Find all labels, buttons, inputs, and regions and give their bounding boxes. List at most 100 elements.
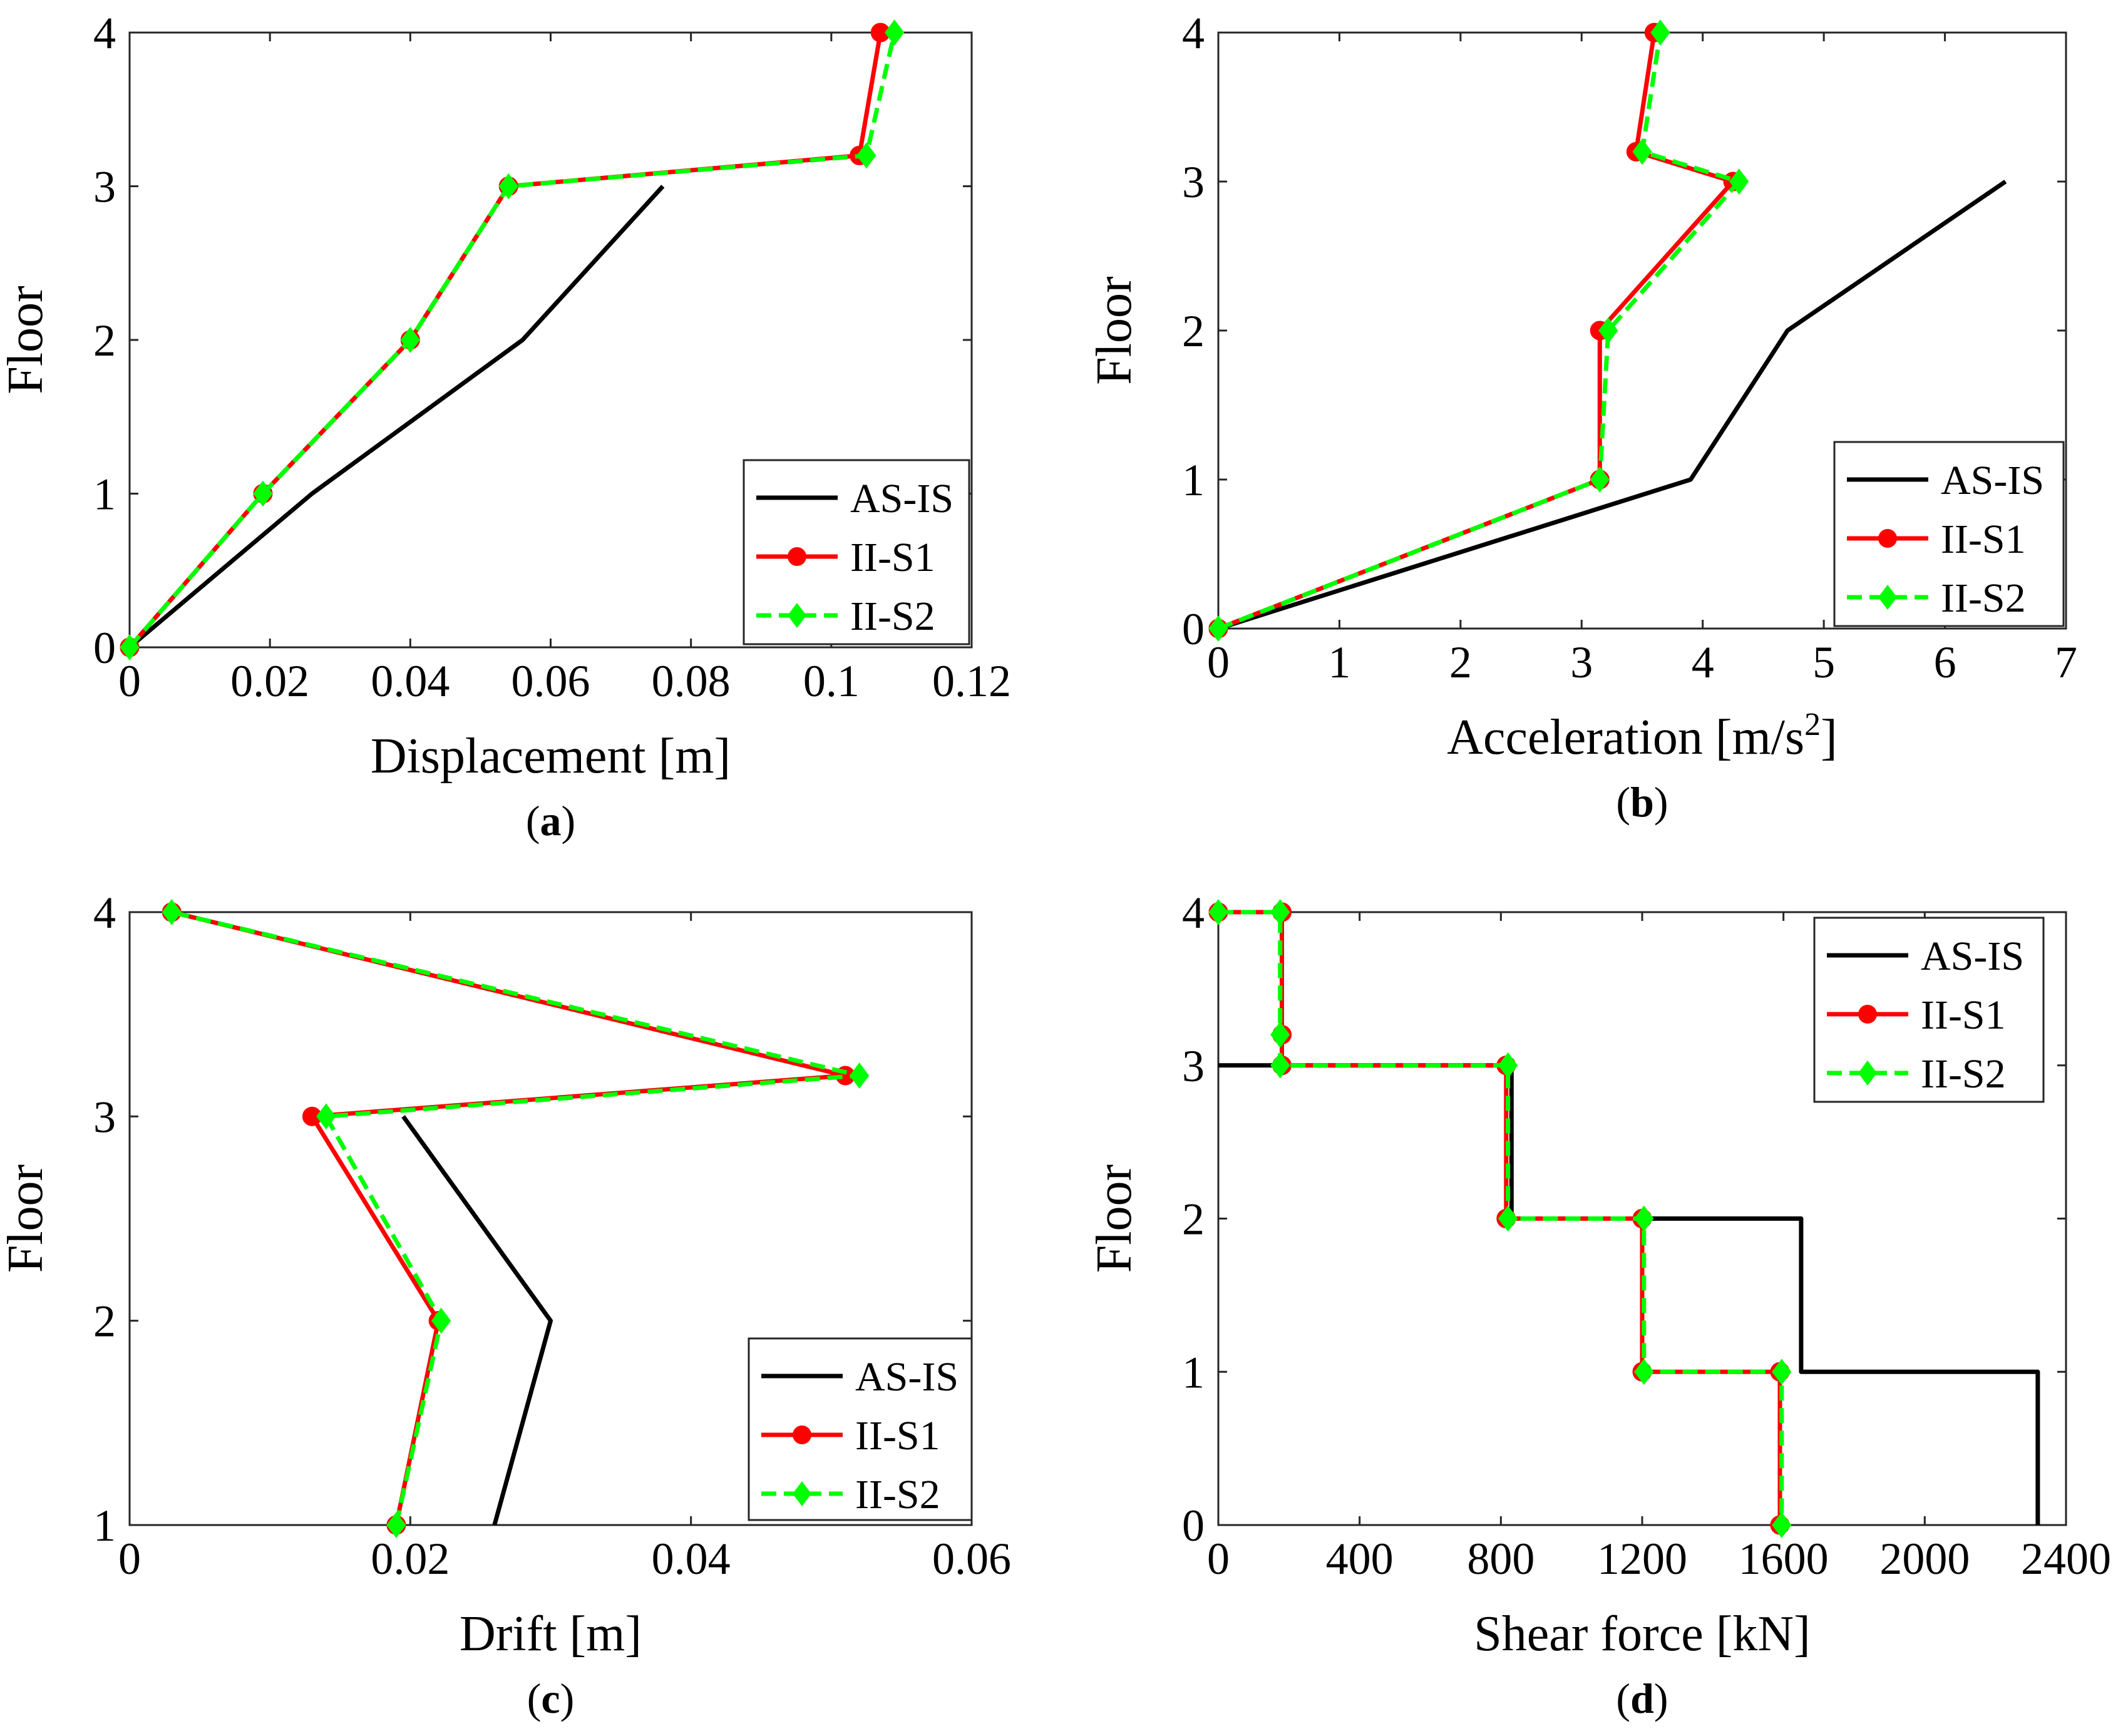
- panel-label: (d): [1616, 1675, 1668, 1722]
- y-tick-label: 1: [1182, 1347, 1205, 1397]
- legend-label: II-S1: [855, 1413, 940, 1459]
- legend-label: II-S1: [1921, 992, 2006, 1038]
- data-point: [1498, 1052, 1518, 1079]
- data-point: [1729, 168, 1749, 195]
- x-tick-label: 400: [1326, 1534, 1394, 1584]
- x-tick-label: 1600: [1739, 1534, 1829, 1584]
- x-tick-label: 2000: [1879, 1534, 1970, 1584]
- series-as-is: [1218, 1063, 2040, 1525]
- x-axis-title: Drift [m]: [460, 1606, 642, 1662]
- data-point: [885, 19, 905, 46]
- x-tick-label: 0.12: [932, 656, 1011, 706]
- x-tick-label: 0.06: [511, 656, 590, 706]
- data-point: [498, 173, 518, 200]
- x-tick-label: 0.1: [803, 656, 860, 706]
- series-as-is: [128, 185, 665, 649]
- x-tick-label: 5: [1812, 637, 1835, 687]
- series-as-is: [1217, 180, 2007, 631]
- series-line: [171, 910, 862, 1526]
- legend-label: AS-IS: [850, 476, 953, 521]
- legend-label: II-S1: [1941, 516, 2026, 562]
- y-tick-label: 4: [1182, 8, 1205, 58]
- data-point: [1634, 1358, 1654, 1385]
- data-point: [1590, 466, 1610, 493]
- x-tick-label: 1200: [1597, 1534, 1687, 1584]
- legend-label: AS-IS: [1941, 458, 2044, 503]
- data-point: [1772, 1512, 1792, 1538]
- legend-marker: [1858, 1061, 1877, 1086]
- data-point: [1598, 317, 1618, 344]
- y-tick-label: 0: [1182, 604, 1205, 654]
- data-point: [1634, 1205, 1654, 1232]
- legend-label: II-S1: [850, 535, 935, 580]
- y-tick-label: 1: [1182, 455, 1205, 505]
- legend: AS-IS II-S1 II-S2: [1813, 917, 2045, 1103]
- y-tick-label: 2: [1182, 1194, 1205, 1245]
- x-axis-title: Shear force [kN]: [1474, 1606, 1811, 1662]
- legend: AS-IS II-S1 II-S2: [743, 459, 970, 645]
- y-axis-title: Floor: [0, 1164, 53, 1273]
- y-tick-label: 2: [93, 1297, 116, 1347]
- legend-marker: [793, 1481, 811, 1506]
- data-point: [386, 1512, 406, 1538]
- data-point: [162, 899, 182, 925]
- series-ii-s2: [162, 899, 870, 1538]
- series-ii-s2: [1208, 899, 1792, 1538]
- legend-marker: [793, 1425, 811, 1444]
- data-point: [850, 1062, 870, 1089]
- y-tick-label: 4: [93, 8, 116, 58]
- data-point: [1498, 1205, 1518, 1232]
- y-tick-label: 1: [93, 1501, 116, 1551]
- legend-label: II-S2: [1921, 1051, 2006, 1097]
- data-point: [1208, 899, 1228, 925]
- legend-label: II-S2: [1941, 575, 2026, 621]
- y-tick-label: 2: [93, 316, 116, 366]
- data-point: [120, 634, 140, 660]
- y-tick-label: 3: [1182, 157, 1205, 207]
- legend: AS-IS II-S1 II-S2: [1833, 441, 2065, 627]
- x-tick-label: 4: [1692, 637, 1714, 687]
- y-tick-label: 1: [93, 470, 116, 520]
- panel-label: (c): [527, 1675, 575, 1722]
- data-point: [1208, 615, 1228, 642]
- x-tick-label: 800: [1467, 1534, 1534, 1584]
- series-line: [128, 185, 665, 649]
- series-line: [128, 32, 897, 649]
- x-tick-label: 7: [2055, 637, 2077, 687]
- y-tick-label: 4: [1182, 888, 1205, 938]
- panel-label: (b): [1616, 778, 1668, 826]
- legend-marker: [788, 547, 806, 566]
- chart-panel-b: 0 1 2 3 4 5 6 7 0 1 2 3 4 Acceleration [m/s2] Floor (b)…: [1087, 8, 2077, 826]
- data-point: [400, 327, 420, 353]
- legend: AS-IS II-S1 II-S2: [748, 1337, 973, 1521]
- series-line: [1217, 180, 2007, 631]
- series-line: [1218, 910, 1784, 1525]
- legend-box: [748, 1337, 973, 1521]
- y-axis-title: Floor: [0, 285, 53, 394]
- y-tick-label: 3: [93, 1092, 116, 1142]
- data-point: [1270, 1021, 1290, 1048]
- data-point: [1772, 1358, 1792, 1385]
- x-tick-label: 0.02: [230, 656, 309, 706]
- x-tick-label: 2400: [2021, 1534, 2111, 1584]
- x-axis-title: Displacement [m]: [371, 729, 731, 784]
- legend-marker: [1878, 585, 1897, 610]
- series-ii-s2: [120, 19, 905, 660]
- x-tick-label: 0.04: [652, 1534, 731, 1584]
- chart-panel-d: 0 400 800 1200 1600 2000 2400 0 1 2 3 4 Shear force …: [1087, 888, 2111, 1722]
- x-tick-label: 2: [1449, 637, 1472, 687]
- chart-panel-c: 0 0.02 0.04 0.06 1 2 3 4 Drift [m] Floor (c) AS-IS I…: [0, 888, 1011, 1722]
- x-tick-label: 0.08: [652, 656, 731, 706]
- data-point: [316, 1103, 336, 1130]
- legend-label: II-S2: [850, 593, 935, 639]
- series-line: [171, 910, 848, 1526]
- series-line: [401, 1115, 553, 1526]
- series-ii-s2: [1208, 19, 1749, 642]
- legend-marker: [1878, 529, 1897, 548]
- data-point: [856, 142, 876, 169]
- x-tick-label: 0: [118, 1534, 141, 1584]
- y-tick-label: 4: [93, 888, 116, 938]
- plot-frame: [128, 911, 973, 1526]
- chart-panel-a: 0 0.02 0.04 0.06 0.08 0.1 0.12 0 1 2 3 4 Displacemen…: [0, 8, 1011, 845]
